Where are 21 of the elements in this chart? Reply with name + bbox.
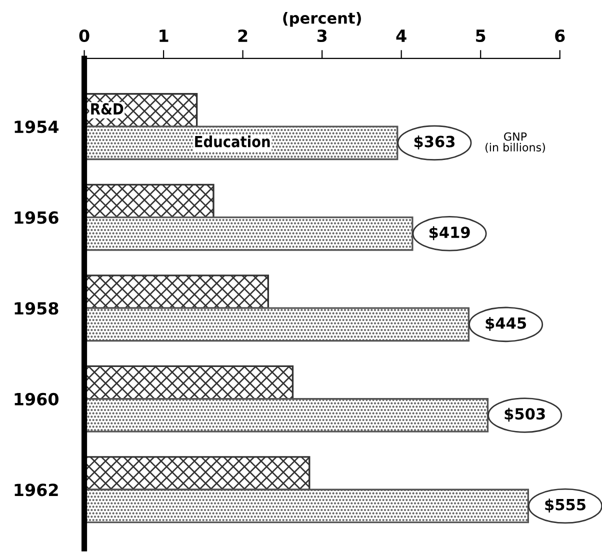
- x-tick-label: 0: [79, 29, 90, 42]
- x-tick-label: 3: [317, 29, 327, 42]
- x-tick-label: 5: [476, 30, 486, 42]
- annotation: $555: [545, 498, 586, 512]
- annotation: GNP (in billions): [486, 132, 545, 153]
- y-tick-label: 1958: [14, 302, 58, 315]
- annotation: $363: [414, 136, 455, 150]
- annotation: $419: [429, 226, 470, 240]
- annotation: $503: [504, 408, 545, 422]
- y-tick-label: 1960: [14, 392, 58, 406]
- series-label: Education: [195, 136, 270, 148]
- x-tick-label: 1: [160, 30, 168, 42]
- x-tick-label: 4: [396, 30, 406, 42]
- x-tick-label: 6: [555, 29, 565, 42]
- x-tick-label: 2: [238, 29, 248, 42]
- x-axis-title: (percent): [283, 12, 361, 27]
- annotation: $445: [486, 317, 526, 331]
- series-label: R&D: [91, 103, 124, 115]
- y-tick-label: 1956: [14, 211, 58, 224]
- y-tick-label: 1954: [14, 120, 59, 134]
- y-tick-label: 1962: [14, 484, 58, 496]
